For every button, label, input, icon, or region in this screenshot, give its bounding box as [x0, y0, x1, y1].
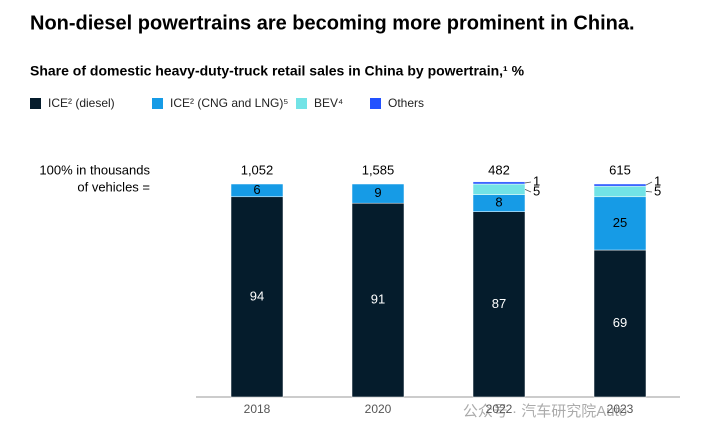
bar-segment — [230, 196, 284, 398]
bar-segment — [472, 183, 526, 195]
data-label: 69 — [613, 315, 627, 330]
data-label: 5 — [654, 183, 661, 198]
chart-title: Non-diesel powertrains are becoming more… — [30, 12, 635, 34]
x-tick-label: 2023 — [607, 402, 634, 416]
data-label: 91 — [371, 292, 385, 307]
x-tick-label: 2022 — [486, 402, 513, 416]
chart-subtitle: Share of domestic heavy-duty-truck retai… — [30, 63, 525, 79]
data-label: 1 — [533, 173, 540, 188]
bar-segment — [593, 183, 647, 187]
bar-segment — [351, 183, 405, 204]
legend-label: ICE² (CNG and LNG)⁵ — [170, 96, 288, 110]
legend-swatch — [30, 98, 41, 109]
x-tick-label: 2020 — [365, 402, 392, 416]
annotation: 100% in thousands — [39, 162, 150, 177]
bar-segment — [472, 211, 526, 398]
data-label: 94 — [250, 288, 264, 303]
data-label: 6 — [253, 182, 260, 197]
bar-segment — [230, 183, 284, 198]
x-tick-label: 2018 — [244, 402, 271, 416]
data-label: 25 — [613, 215, 627, 230]
leader-line — [524, 188, 532, 193]
total-label: 615 — [609, 162, 631, 177]
watermark: 公众号 · 汽车研究院Auto — [463, 402, 627, 420]
bar-segment — [593, 196, 647, 251]
total-label: 1,052 — [241, 162, 274, 177]
leader-line — [524, 181, 532, 184]
bar-segment — [593, 185, 647, 198]
data-label: 87 — [492, 296, 506, 311]
legend-label: BEV⁴ — [314, 96, 343, 110]
legend-label: ICE² (diesel) — [48, 96, 115, 110]
annotation: of vehicles = — [77, 179, 150, 194]
legend-label: Others — [388, 96, 424, 110]
total-label: 1,585 — [362, 162, 395, 177]
leader-line — [645, 191, 653, 193]
bar-segment — [472, 181, 526, 185]
data-label: 9 — [374, 185, 381, 200]
legend-swatch — [370, 98, 381, 109]
data-label: 5 — [533, 183, 540, 198]
data-label: 8 — [495, 195, 502, 210]
data-label: 1 — [654, 173, 661, 188]
leader-line — [645, 181, 653, 186]
legend-swatch — [152, 98, 163, 109]
legend-swatch — [296, 98, 307, 109]
total-label: 482 — [488, 162, 510, 177]
